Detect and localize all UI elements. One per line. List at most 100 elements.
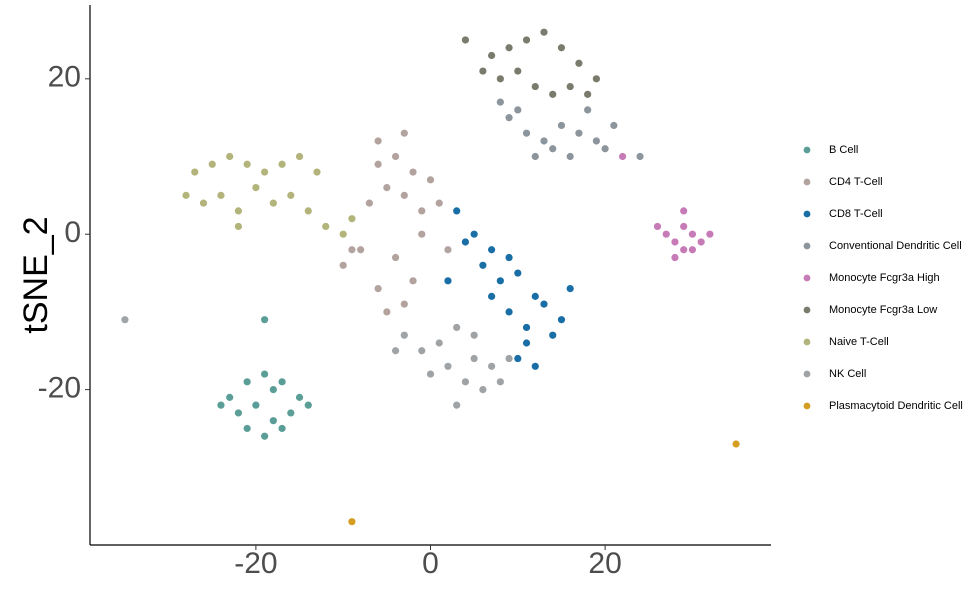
legend-label: Monocyte Fcgr3a Low bbox=[829, 304, 937, 316]
point bbox=[409, 168, 417, 176]
x-tick-label: -20 bbox=[234, 547, 277, 580]
point bbox=[400, 300, 408, 308]
y-axis-label: tSNE_2 bbox=[17, 216, 55, 333]
point bbox=[531, 152, 539, 161]
point bbox=[531, 362, 539, 370]
point bbox=[514, 106, 522, 114]
legend-swatch bbox=[803, 338, 811, 346]
point bbox=[339, 261, 347, 269]
point bbox=[348, 215, 356, 223]
point bbox=[409, 277, 417, 285]
point bbox=[278, 424, 286, 433]
point bbox=[348, 518, 356, 526]
point bbox=[566, 82, 574, 91]
x-tick-label: 20 bbox=[588, 547, 621, 580]
point bbox=[522, 36, 531, 44]
x-tick-label: 0 bbox=[422, 547, 439, 580]
point bbox=[383, 308, 391, 316]
point bbox=[592, 137, 600, 145]
point bbox=[217, 401, 225, 409]
point bbox=[226, 393, 234, 401]
point bbox=[488, 292, 496, 300]
point bbox=[479, 386, 487, 394]
point bbox=[121, 316, 129, 324]
point bbox=[418, 230, 426, 238]
point bbox=[234, 409, 243, 417]
legend-label: B Cell bbox=[829, 144, 858, 156]
point bbox=[261, 432, 269, 440]
point bbox=[496, 378, 504, 386]
y-tick-label: 20 bbox=[48, 61, 81, 94]
legend-swatch bbox=[803, 370, 811, 378]
point bbox=[531, 292, 539, 300]
point bbox=[584, 106, 592, 114]
legend-label: Plasmacytoid Dendritic Cell bbox=[829, 400, 963, 412]
point bbox=[505, 354, 513, 363]
point bbox=[304, 207, 312, 215]
point bbox=[505, 114, 513, 122]
point bbox=[680, 246, 688, 254]
point bbox=[549, 90, 557, 98]
point bbox=[688, 230, 697, 238]
point bbox=[732, 440, 740, 448]
point bbox=[488, 51, 496, 60]
y-tick-label: -20 bbox=[38, 372, 81, 405]
point bbox=[391, 253, 400, 262]
point bbox=[653, 222, 662, 231]
point bbox=[488, 362, 496, 370]
point bbox=[453, 401, 461, 409]
point bbox=[391, 347, 400, 355]
legend-swatch bbox=[803, 242, 811, 250]
point bbox=[261, 168, 269, 176]
point bbox=[540, 137, 548, 145]
legend-swatch bbox=[803, 146, 811, 154]
point bbox=[575, 129, 583, 137]
point bbox=[295, 152, 304, 161]
point bbox=[461, 238, 470, 246]
point bbox=[426, 370, 435, 378]
point bbox=[671, 253, 679, 262]
point bbox=[313, 168, 321, 176]
point bbox=[182, 191, 190, 199]
point bbox=[348, 246, 356, 254]
point bbox=[522, 129, 531, 137]
point bbox=[252, 401, 260, 409]
point bbox=[400, 191, 408, 199]
legend-label: CD8 T-Cell bbox=[829, 208, 883, 220]
point bbox=[514, 269, 522, 277]
point bbox=[374, 284, 382, 293]
point bbox=[269, 417, 277, 425]
point bbox=[496, 277, 504, 285]
point bbox=[514, 354, 522, 363]
point bbox=[505, 44, 513, 52]
legend-label: Monocyte Fcgr3a High bbox=[829, 272, 940, 284]
point bbox=[357, 246, 365, 254]
point bbox=[636, 152, 644, 161]
point bbox=[680, 222, 688, 231]
point bbox=[557, 121, 566, 130]
point bbox=[461, 36, 470, 44]
point bbox=[261, 316, 269, 324]
point bbox=[662, 230, 670, 238]
point bbox=[217, 191, 225, 199]
point bbox=[304, 401, 312, 409]
point bbox=[435, 199, 443, 207]
point bbox=[470, 230, 478, 238]
point bbox=[514, 67, 522, 75]
point bbox=[444, 246, 452, 254]
point bbox=[269, 386, 277, 394]
y-tick-label: 0 bbox=[64, 216, 81, 249]
legend-swatch bbox=[803, 306, 811, 314]
point bbox=[522, 323, 531, 332]
point bbox=[374, 160, 382, 168]
point bbox=[488, 246, 496, 254]
legend-label: Conventional Dendritic Cell bbox=[829, 240, 962, 252]
point bbox=[278, 160, 286, 168]
point bbox=[261, 370, 269, 378]
point bbox=[426, 176, 435, 184]
point bbox=[618, 152, 627, 161]
point bbox=[234, 207, 243, 215]
point bbox=[391, 152, 400, 161]
legend-label: CD4 T-Cell bbox=[829, 176, 883, 188]
point bbox=[243, 378, 251, 386]
